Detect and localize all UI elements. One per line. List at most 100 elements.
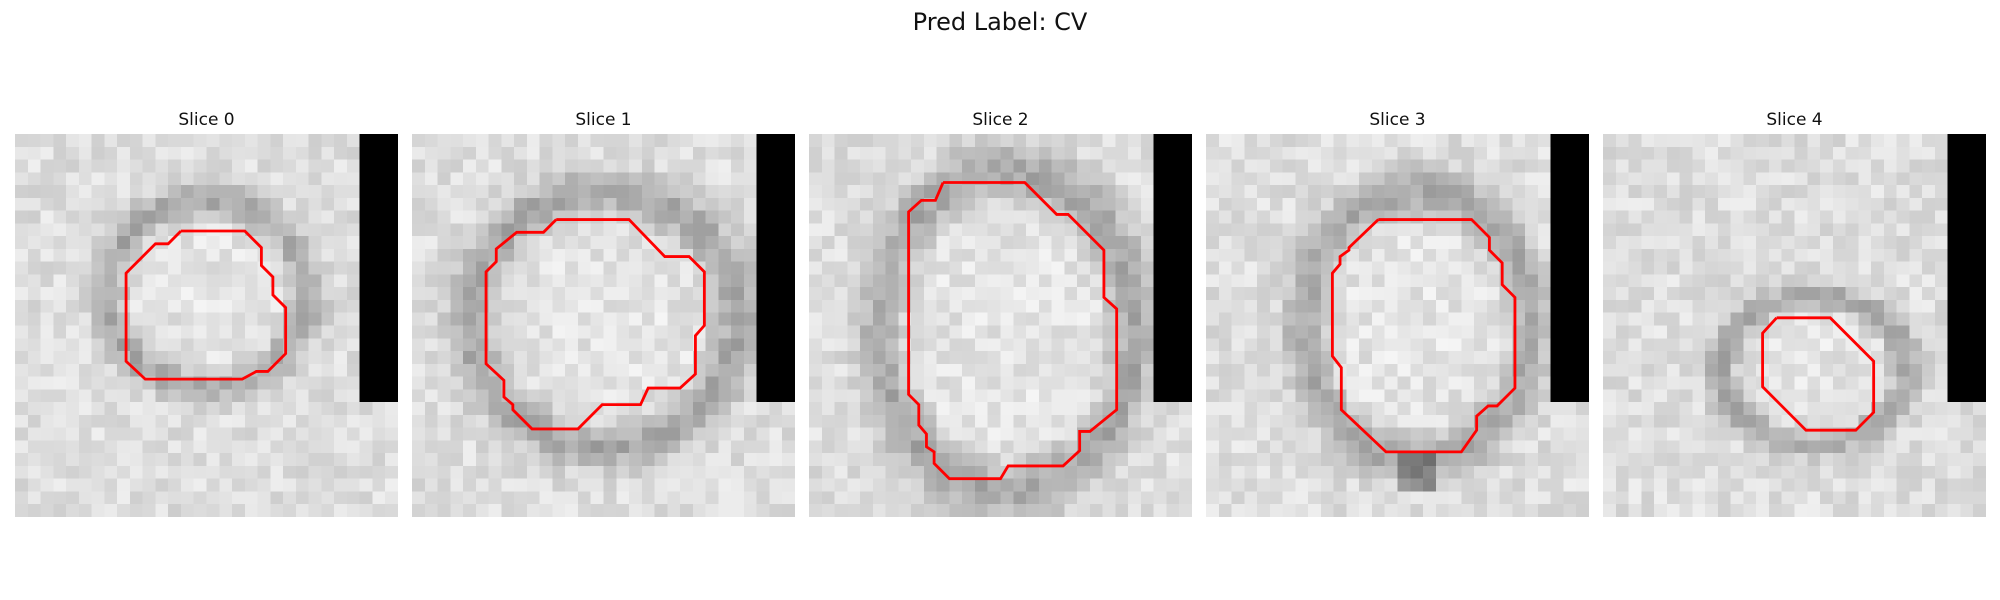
pixel bbox=[1922, 299, 1936, 313]
pixel bbox=[1525, 236, 1539, 250]
pixel bbox=[346, 491, 360, 505]
pixel bbox=[629, 248, 643, 262]
pixel bbox=[1128, 427, 1142, 441]
pixel bbox=[987, 338, 1001, 352]
pixel bbox=[987, 504, 1001, 517]
pixel bbox=[308, 402, 322, 416]
pixel bbox=[1077, 185, 1091, 199]
pixel bbox=[1499, 134, 1513, 148]
pixel bbox=[872, 197, 886, 211]
pixel bbox=[1128, 197, 1142, 211]
pixel bbox=[168, 440, 182, 454]
pixel bbox=[450, 402, 464, 416]
segmentation-contour bbox=[484, 218, 706, 431]
pixel bbox=[539, 351, 553, 365]
pixel bbox=[1244, 185, 1258, 199]
pixel bbox=[731, 453, 745, 467]
pixel bbox=[1423, 159, 1437, 173]
pixel bbox=[129, 351, 143, 365]
pixel bbox=[1115, 261, 1129, 275]
pixel bbox=[565, 440, 579, 454]
pixel bbox=[1525, 351, 1539, 365]
pixel bbox=[1692, 146, 1706, 160]
pixel bbox=[731, 363, 745, 377]
pixel bbox=[1320, 248, 1334, 262]
pixel bbox=[936, 440, 950, 454]
pixel bbox=[1423, 134, 1437, 148]
pixel bbox=[1909, 389, 1923, 403]
pixel bbox=[1051, 478, 1065, 492]
pixel bbox=[295, 491, 309, 505]
pixel bbox=[1603, 427, 1617, 441]
pixel bbox=[1397, 491, 1411, 505]
pixel bbox=[526, 427, 540, 441]
pixel bbox=[641, 453, 655, 467]
pixel bbox=[860, 427, 874, 441]
pixel bbox=[514, 274, 528, 288]
pixel bbox=[872, 312, 886, 326]
pixel bbox=[526, 210, 540, 224]
pixel bbox=[1282, 440, 1296, 454]
pixel bbox=[412, 223, 426, 237]
pixel bbox=[1794, 402, 1808, 416]
pixel bbox=[821, 134, 835, 148]
pixel bbox=[577, 504, 591, 517]
pixel bbox=[641, 299, 655, 313]
pixel bbox=[1359, 478, 1373, 492]
pixel bbox=[1166, 440, 1180, 454]
pixel bbox=[1922, 185, 1936, 199]
pixel bbox=[1883, 172, 1897, 186]
pixel bbox=[270, 440, 284, 454]
pixel bbox=[463, 325, 477, 339]
pixel bbox=[514, 376, 528, 390]
pixel bbox=[1435, 351, 1449, 365]
pixel bbox=[450, 325, 464, 339]
pixel bbox=[142, 478, 156, 492]
pixel bbox=[923, 223, 937, 237]
pixel bbox=[1807, 312, 1821, 326]
pixel bbox=[641, 312, 655, 326]
pixel bbox=[1486, 478, 1500, 492]
pixel bbox=[104, 312, 118, 326]
pixel bbox=[1845, 146, 1859, 160]
pixel bbox=[424, 414, 438, 428]
pixel bbox=[692, 236, 706, 250]
pixel bbox=[1603, 185, 1617, 199]
pixel bbox=[1295, 465, 1309, 479]
pixel bbox=[692, 159, 706, 173]
pixel bbox=[616, 197, 630, 211]
pixel bbox=[359, 440, 373, 454]
pixel bbox=[91, 299, 105, 313]
pixel bbox=[66, 287, 80, 301]
pixel bbox=[911, 504, 925, 517]
pixel bbox=[1295, 236, 1309, 250]
pixel bbox=[590, 236, 604, 250]
pixel bbox=[1423, 312, 1437, 326]
pixel bbox=[15, 453, 29, 467]
pixel bbox=[321, 159, 335, 173]
pixel bbox=[1486, 504, 1500, 517]
pixel bbox=[936, 210, 950, 224]
pixel bbox=[1140, 338, 1154, 352]
pixel bbox=[1000, 453, 1014, 467]
pixel bbox=[346, 453, 360, 467]
pixel bbox=[616, 414, 630, 428]
pixel bbox=[412, 185, 426, 199]
pixel bbox=[1845, 248, 1859, 262]
pixel bbox=[949, 389, 963, 403]
pixel bbox=[1909, 325, 1923, 339]
pixel bbox=[104, 261, 118, 275]
pixel bbox=[885, 312, 899, 326]
pixel bbox=[1794, 504, 1808, 517]
pixel bbox=[1397, 389, 1411, 403]
pixel bbox=[539, 274, 553, 288]
pixel bbox=[834, 185, 848, 199]
pixel bbox=[1845, 261, 1859, 275]
pixel bbox=[412, 146, 426, 160]
pixel bbox=[40, 185, 54, 199]
pixel bbox=[1435, 223, 1449, 237]
pixel bbox=[616, 274, 630, 288]
pixel bbox=[78, 197, 92, 211]
pixel bbox=[1781, 236, 1795, 250]
pixel bbox=[412, 134, 426, 148]
